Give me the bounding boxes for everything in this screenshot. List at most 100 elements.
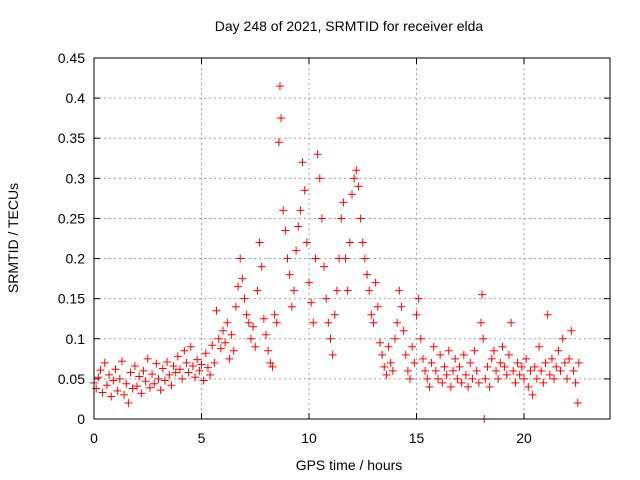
data-point bbox=[565, 354, 574, 363]
data-point bbox=[242, 310, 251, 319]
data-point bbox=[100, 358, 109, 367]
data-point bbox=[111, 365, 120, 374]
data-point bbox=[275, 82, 284, 91]
data-point bbox=[574, 358, 583, 367]
data-point bbox=[477, 318, 485, 327]
data-point bbox=[117, 357, 126, 366]
data-point bbox=[550, 374, 559, 383]
data-point bbox=[160, 376, 169, 385]
data-point bbox=[429, 342, 438, 351]
y-tick-label: 0 bbox=[77, 411, 85, 427]
data-point bbox=[350, 174, 359, 183]
data-point bbox=[287, 302, 296, 311]
data-point bbox=[294, 222, 303, 231]
y-axis-label: SRMTID / TECUs bbox=[5, 183, 21, 293]
data-point bbox=[431, 366, 440, 375]
data-point bbox=[382, 370, 391, 379]
data-point bbox=[137, 389, 146, 398]
data-point bbox=[414, 294, 423, 303]
data-point bbox=[345, 238, 354, 247]
data-point bbox=[165, 370, 174, 379]
x-tick-label: 5 bbox=[198, 430, 206, 446]
data-point bbox=[191, 373, 200, 382]
y-tick-label: 0.25 bbox=[58, 210, 85, 226]
data-point bbox=[176, 365, 184, 374]
data-point bbox=[386, 358, 395, 367]
data-point bbox=[384, 342, 393, 351]
data-point bbox=[496, 358, 505, 367]
data-point bbox=[524, 382, 533, 391]
data-point bbox=[337, 214, 346, 223]
data-point bbox=[188, 362, 197, 371]
data-point bbox=[406, 374, 415, 383]
data-point bbox=[391, 334, 399, 343]
data-point bbox=[268, 362, 277, 371]
data-point bbox=[498, 342, 507, 351]
data-point bbox=[399, 326, 408, 335]
data-point bbox=[515, 370, 524, 379]
data-point bbox=[229, 346, 238, 355]
data-point bbox=[264, 346, 273, 355]
data-point bbox=[552, 362, 561, 371]
data-point bbox=[425, 382, 434, 391]
data-point bbox=[92, 384, 101, 393]
data-point bbox=[560, 358, 569, 367]
data-point bbox=[307, 298, 316, 307]
plot-frame bbox=[93, 57, 611, 420]
data-point bbox=[343, 286, 352, 295]
data-point bbox=[395, 286, 404, 295]
x-tick-label: 10 bbox=[301, 430, 317, 446]
data-point bbox=[371, 278, 380, 287]
data-point bbox=[262, 330, 270, 339]
data-point bbox=[193, 355, 202, 364]
data-point bbox=[427, 358, 436, 367]
data-point bbox=[231, 302, 240, 311]
data-point bbox=[135, 372, 144, 381]
y-tick-label: 0.1 bbox=[66, 331, 86, 347]
data-point bbox=[494, 374, 503, 383]
data-point bbox=[272, 318, 281, 327]
data-point bbox=[410, 358, 419, 367]
x-tick-label: 0 bbox=[90, 430, 98, 446]
data-point bbox=[173, 352, 182, 361]
data-point bbox=[236, 254, 245, 263]
y-tick-label: 0.15 bbox=[58, 291, 85, 307]
data-point bbox=[341, 254, 350, 263]
data-point bbox=[115, 374, 124, 383]
data-point bbox=[148, 370, 157, 379]
data-point bbox=[223, 318, 232, 327]
data-point bbox=[186, 342, 195, 351]
data-point bbox=[573, 398, 582, 407]
data-point bbox=[461, 370, 470, 379]
data-point bbox=[305, 278, 313, 287]
data-point bbox=[156, 386, 165, 395]
data-point bbox=[292, 246, 301, 255]
data-point bbox=[451, 354, 460, 363]
data-point bbox=[270, 310, 279, 319]
data-point bbox=[221, 338, 230, 347]
x-axis-label: GPS time / hours bbox=[296, 457, 403, 473]
data-point bbox=[317, 214, 326, 223]
data-point bbox=[487, 354, 496, 363]
data-point bbox=[558, 334, 567, 343]
data-point bbox=[214, 334, 223, 343]
data-point bbox=[363, 270, 372, 279]
data-point bbox=[367, 310, 376, 319]
data-point bbox=[130, 362, 139, 371]
data-point bbox=[388, 366, 397, 375]
x-tick-label: 15 bbox=[409, 430, 425, 446]
y-tick-label: 0.3 bbox=[66, 170, 86, 186]
data-point bbox=[150, 379, 159, 388]
data-point bbox=[408, 342, 417, 351]
data-point bbox=[311, 254, 320, 263]
data-point bbox=[206, 370, 215, 379]
data-point bbox=[459, 350, 468, 359]
data-point bbox=[315, 174, 324, 183]
data-point bbox=[421, 366, 430, 375]
y-tick-label: 0.2 bbox=[66, 251, 86, 267]
data-point bbox=[502, 370, 511, 379]
data-point bbox=[182, 358, 191, 367]
data-point bbox=[201, 349, 210, 358]
data-point bbox=[171, 368, 180, 377]
